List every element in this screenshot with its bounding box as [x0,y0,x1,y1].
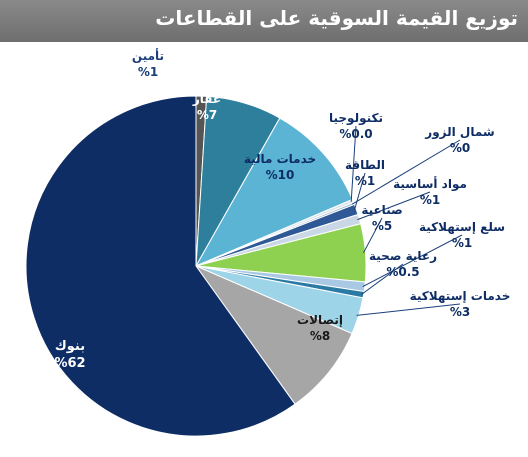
pie-slice-3 [194,117,354,268]
slice-percent-2: %7 [197,108,217,122]
leader-line-5 [351,139,461,205]
slice-label-8: صناعية [361,203,402,217]
slice-label-4: تكنولوجيا [329,111,383,126]
slice-label-5: شمال الزور [424,125,494,140]
slice-label-10: رعاية صحية [369,249,437,263]
leader-line-10 [361,263,404,295]
slice-percent-4: %0.0 [339,127,372,141]
slice-percent-12: %8 [310,329,330,343]
leader-line-11 [356,303,461,316]
pie-slice-13 [25,95,296,437]
slice-label-9: سلع إستهلاكية [419,220,505,234]
slice-percent-9: %1 [452,236,472,250]
slice-percent-8: %5 [372,219,392,233]
slice-label-7: مواد أساسية [393,176,467,192]
slice-percent-5: %0 [450,141,470,155]
chart-title: توزيع القيمة السوقية على القطاعات [155,6,518,30]
slice-percent-7: %1 [420,193,440,207]
slice-label-12: إتصالات [297,313,343,327]
slice-label-11: خدمات إستهلاكية [410,289,511,303]
leader-line-4 [350,125,357,202]
slice-percent-10: %0.5 [386,265,419,279]
slice-percent-6: %1 [355,174,375,188]
slice-percent-3: %10 [266,168,295,182]
title-bar: توزيع القيمة السوقية على القطاعات [0,0,528,42]
slice-percent-11: %3 [450,305,470,319]
slice-percent-13: %62 [54,356,85,371]
slice-label-3: خدمات مالية [244,152,316,166]
slice-label-13: بنوك [55,339,85,354]
slice-label-2: عقار [192,92,221,106]
leader-line-8 [363,217,383,254]
slice-percent-1: %1 [138,65,158,79]
leader-line-7 [357,191,431,221]
pie-slice-12 [194,264,353,405]
leader-line-9 [362,234,463,287]
slice-label-1: تأمين [132,48,164,63]
leader-line-6 [353,172,366,211]
slice-label-6: الطاقة [345,158,385,172]
